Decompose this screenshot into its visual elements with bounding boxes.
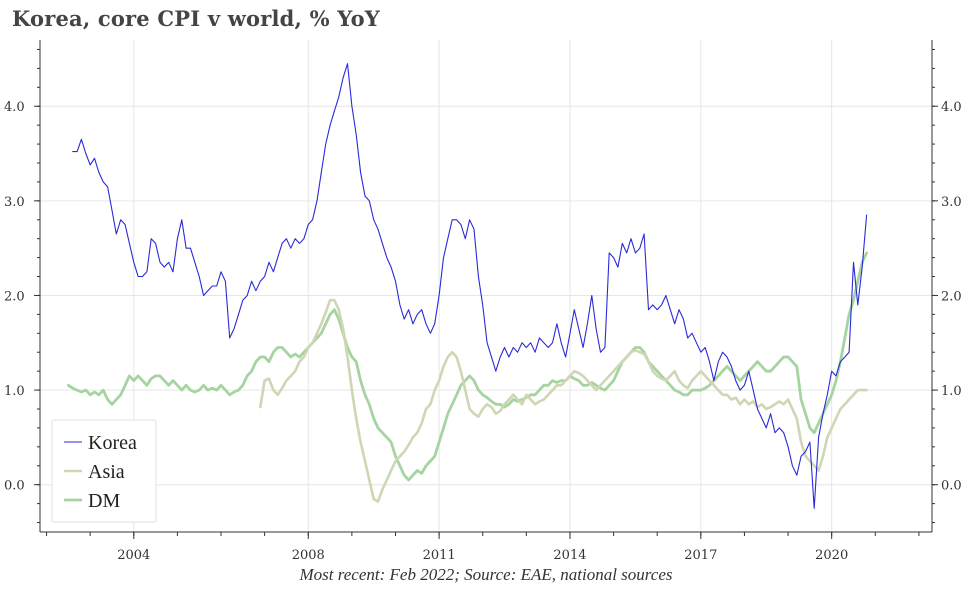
series-line-dm [67,251,868,482]
series-line-korea [72,63,868,509]
series-line-asia [259,298,868,503]
x-tick-label: 2008 [292,548,325,563]
legend-label-asia: Asia [88,461,125,483]
grid-lines [40,40,932,532]
y-tick-label-left: 1.0 [4,384,25,399]
x-tick-label: 2020 [815,548,848,563]
y-tick-label-right: 0.0 [941,479,962,494]
chart-title: Korea, core CPI v world, % YoY [12,6,380,31]
x-tick-label: 2011 [423,548,456,563]
y-tick-label-right: 1.0 [941,384,962,399]
y-tick-label-left: 0.0 [4,479,25,494]
axes: 0.0 0.0 1.0 1.0 2.0 2.0 3.0 3.0 4.0 4.0 2004 2008 20… [4,40,962,563]
y-tick-label-left: 3.0 [4,195,25,210]
y-tick-label-left: 2.0 [4,289,25,304]
chart-footer: Most recent: Feb 2022; Source: EAE, nati… [299,565,673,584]
legend-label-dm: DM [88,490,120,512]
legend-label-korea: Korea [88,432,137,454]
legend-box [51,419,157,523]
series-lines [67,63,868,509]
y-tick-label-left: 4.0 [4,100,25,115]
legend: Korea Asia DM [51,419,157,523]
x-tick-label: 2017 [684,548,717,563]
y-tick-label-right: 2.0 [941,289,962,304]
x-tick-label: 2014 [553,548,586,563]
y-tick-label-right: 3.0 [941,195,962,210]
y-tick-label-right: 4.0 [941,100,962,115]
x-tick-label: 2004 [117,548,150,563]
